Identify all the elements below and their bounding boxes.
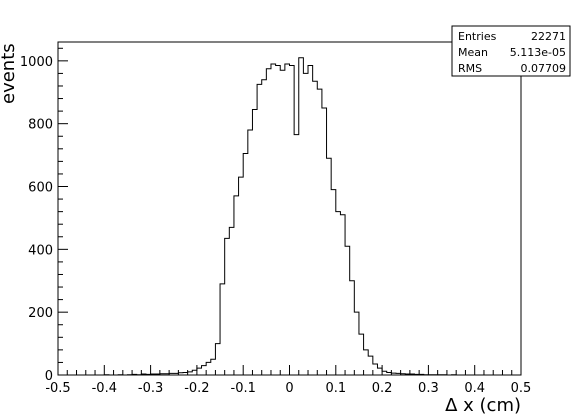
y-tick-label: 600 (28, 181, 53, 196)
x-tick-label: -0.5 (45, 381, 70, 396)
y-tick-labels: 0 200 400 600 800 1000 (20, 55, 53, 384)
stats-rms-value: 0.07709 (521, 62, 567, 75)
x-tick-label: -0.1 (231, 381, 256, 396)
x-tick-label: -0.4 (92, 381, 117, 396)
x-tick-label: 0 (285, 381, 293, 396)
y-tick-label: 0 (45, 369, 53, 384)
histogram-series-line (58, 57, 521, 376)
y-tick-label: 800 (28, 118, 53, 133)
x-tick-label: -0.3 (138, 381, 163, 396)
stats-box: Entries 22271 Mean 5.113e-05 RMS 0.07709 (451, 25, 571, 77)
x-tick-labels: -0.5 -0.4 -0.3 -0.2 -0.1 0 0.1 0.2 0.3 0.4 0.5 (45, 381, 531, 396)
y-tick-label: 1000 (20, 55, 53, 70)
x-tick-label: 0.4 (464, 381, 485, 396)
stats-entries-value: 22271 (531, 30, 566, 43)
x-tick-label: 0.5 (511, 381, 532, 396)
x-tick-label: 0.2 (372, 381, 393, 396)
x-axis-title: Δ x (cm) (445, 395, 521, 416)
x-tick-label: 0.3 (418, 381, 439, 396)
stats-entries-label: Entries (458, 30, 497, 43)
y-axis-title: events (0, 43, 19, 104)
x-tick-label: 0.1 (325, 381, 346, 396)
y-tick-label: 400 (28, 243, 53, 258)
stats-mean-value: 5.113e-05 (510, 46, 566, 59)
y-tick-label: 200 (28, 306, 53, 321)
stats-box-frame (451, 25, 571, 77)
stats-rms-label: RMS (458, 62, 482, 75)
x-tick-label: -0.2 (184, 381, 209, 396)
stats-mean-label: Mean (458, 46, 488, 59)
